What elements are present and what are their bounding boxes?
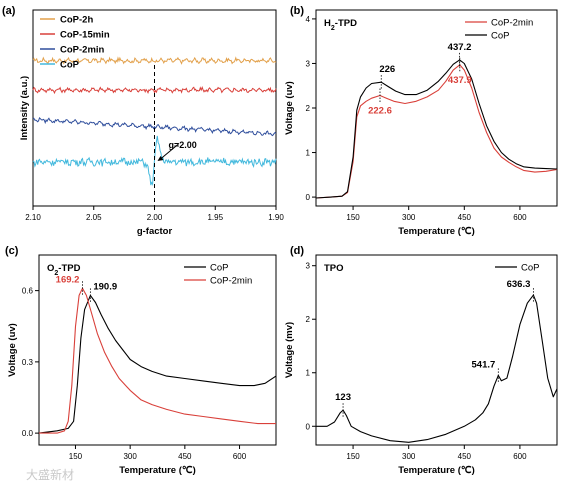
peak-label: 636.3	[507, 279, 531, 290]
legend-label: CoP-2min	[491, 18, 533, 29]
arrow-head	[157, 156, 164, 161]
y-tick-label: 0	[306, 422, 311, 431]
x-tick-label: 150	[346, 213, 360, 222]
y-axis-label: Voltage (uv)	[7, 323, 18, 377]
peak-label: 190.9	[93, 281, 117, 292]
peak-label: 222.6	[368, 106, 392, 117]
y-tick-label: 0	[306, 193, 311, 202]
peak-label: 437.9	[448, 75, 472, 86]
y-tick-label: 1	[306, 149, 311, 158]
y-axis-label: Voltage (mv)	[284, 322, 295, 378]
peak-label: 226	[379, 64, 395, 75]
panel-a: (a) 2.10 2.05 2.00 1.95 1.90 g-factor Intensity…	[2, 5, 284, 237]
series-line	[39, 287, 276, 434]
legend-label: CoP-2h	[60, 15, 93, 26]
series-line	[32, 56, 277, 65]
y-tick-label: 0.6	[22, 287, 34, 296]
x-tick-label: 450	[178, 452, 192, 461]
panel-title: O2-TPD	[47, 263, 81, 277]
x-tick-label: 300	[402, 452, 416, 461]
y-tick-label: 3	[306, 262, 311, 271]
x-tick-label: 450	[458, 213, 472, 222]
panel-title: H2-TPD	[324, 18, 357, 32]
peak-label: 169.2	[56, 274, 80, 285]
legend-label: CoP	[60, 60, 80, 71]
y-tick-label: 4	[306, 15, 311, 24]
peak-label: 437.2	[448, 42, 472, 53]
x-axis-label: Temperature (℃)	[119, 465, 195, 476]
x-tick-label: 150	[69, 452, 83, 461]
panel-label: (a)	[2, 5, 16, 17]
panel-title: TPO	[324, 263, 344, 274]
x-tick-label: 300	[123, 452, 137, 461]
x-tick-label: 450	[458, 452, 472, 461]
series-line	[32, 85, 277, 95]
x-tick-label: 150	[346, 452, 360, 461]
series-line	[32, 117, 277, 137]
annotation-label: g=2.00	[169, 140, 197, 150]
legend-label: CoP-2min	[210, 276, 252, 287]
panel-label: (c)	[5, 245, 19, 257]
plot-frame	[38, 254, 277, 446]
panel-b: (b) 150 300 450 600 0 1 2 3 4 Temperature (℃) Volta…	[284, 5, 558, 237]
y-tick-label: 0.0	[22, 429, 34, 438]
y-axis-label: Intensity (a.u.)	[19, 76, 30, 140]
x-tick-label: 2.10	[25, 213, 41, 222]
legend-label: CoP	[521, 263, 539, 274]
y-tick-label: 0.3	[22, 358, 34, 367]
x-tick-label: 2.00	[147, 213, 163, 222]
watermark-text: 大盛新材	[26, 467, 74, 482]
x-tick-label: 2.05	[86, 213, 102, 222]
legend-label: CoP-2min	[60, 45, 105, 56]
panel-label: (d)	[290, 245, 304, 257]
y-tick-label: 2	[306, 104, 311, 113]
x-tick-label: 1.90	[268, 213, 284, 222]
series-line	[315, 64, 558, 199]
x-axis-label: Temperature (℃)	[398, 465, 474, 476]
panel-label: (b)	[290, 5, 304, 17]
x-tick-label: 300	[402, 213, 416, 222]
x-tick-label: 600	[513, 452, 527, 461]
panel-c: (c) 150 300 450 600 0.0 0.3 0.6 Temperature (℃) V…	[5, 245, 277, 476]
plot-frame	[315, 254, 558, 446]
plot-frame	[315, 9, 558, 207]
legend-label: CoP-15min	[60, 30, 110, 41]
x-tick-label: 600	[233, 452, 247, 461]
y-tick-label: 1	[306, 369, 311, 378]
x-axis-label: g-factor	[137, 226, 173, 237]
series-line	[315, 59, 558, 199]
x-tick-label: 1.95	[207, 213, 223, 222]
y-tick-label: 3	[306, 59, 311, 68]
legend-label: CoP	[210, 263, 228, 274]
annotation-arrow	[160, 143, 179, 160]
y-tick-label: 2	[306, 315, 311, 324]
series-line	[316, 294, 558, 443]
legend-label: CoP	[491, 31, 509, 42]
x-tick-label: 600	[513, 213, 527, 222]
x-axis-label: Temperature (℃)	[398, 226, 474, 237]
peak-label: 541.7	[472, 359, 496, 370]
peak-label: 123	[335, 392, 351, 403]
y-axis-label: Voltage (uv)	[284, 81, 295, 135]
series-line	[38, 294, 277, 434]
